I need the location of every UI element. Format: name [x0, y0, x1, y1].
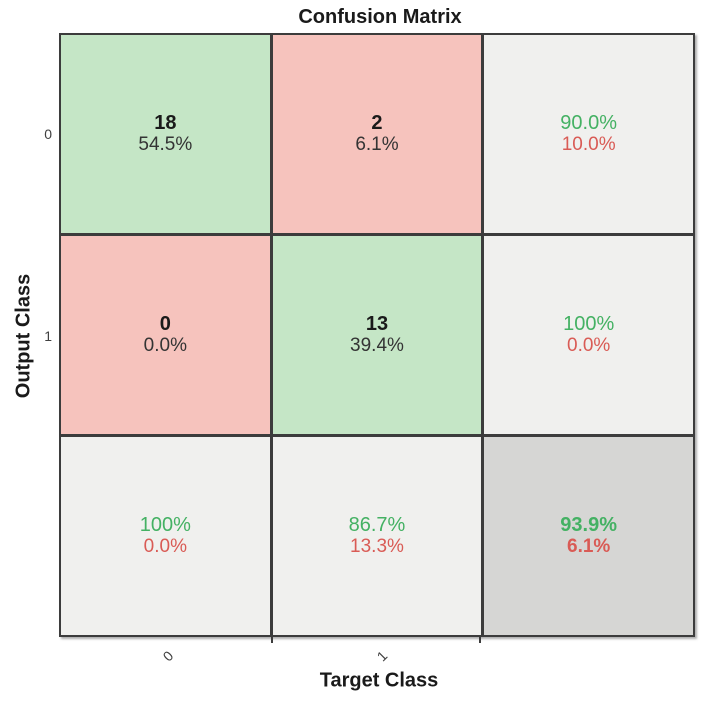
rate-negative: 6.1% [567, 536, 611, 557]
x-tick-0: 0 [159, 647, 177, 665]
rate-positive: 100% [139, 514, 191, 536]
cell-percent: 39.4% [350, 335, 404, 356]
cell-count: 13 [365, 313, 389, 335]
rate-negative: 0.0% [567, 335, 611, 356]
rate-positive: 93.9% [560, 514, 618, 536]
y-axis-label: Output Class [12, 273, 35, 399]
cell-count: 2 [371, 112, 383, 134]
matrix-cell-r2c1-col-summary: 86.7% 13.3% [272, 437, 482, 635]
rate-negative: 10.0% [561, 134, 616, 155]
x-axis-tick [271, 637, 273, 643]
rate-negative: 13.3% [350, 536, 404, 557]
matrix-cell-r1c1: 13 39.4% [272, 236, 482, 434]
cell-percent: 54.5% [138, 134, 193, 155]
cell-percent: 0.0% [143, 335, 187, 356]
y-tick-0: 0 [44, 126, 52, 142]
x-axis-tick [479, 637, 481, 643]
x-tick-1: 1 [373, 647, 391, 665]
matrix-cell-r1c2-row-summary: 100% 0.0% [484, 236, 693, 434]
cell-count: 0 [159, 313, 171, 335]
rate-negative: 0.0% [143, 536, 187, 557]
matrix-cell-r0c2-row-summary: 90.0% 10.0% [484, 35, 693, 233]
matrix-cell-r2c0-col-summary: 100% 0.0% [61, 437, 270, 635]
chart-title: Confusion Matrix [298, 6, 462, 28]
matrix-cell-r1c0: 0 0.0% [61, 236, 270, 434]
cell-percent: 6.1% [355, 134, 399, 155]
matrix-grid: 18 54.5% 2 6.1% 90.0% 10.0% 0 0.0% 13 39… [59, 33, 695, 637]
rate-positive: 86.7% [348, 514, 406, 536]
rate-positive: 90.0% [560, 112, 618, 134]
cell-count: 18 [154, 112, 177, 134]
rate-positive: 100% [563, 313, 615, 335]
x-axis-label: Target Class [319, 669, 439, 692]
matrix-cell-r0c1: 2 6.1% [272, 35, 482, 233]
matrix-cell-r0c0: 18 54.5% [61, 35, 270, 233]
matrix-cell-r2c2-overall-accuracy: 93.9% 6.1% [484, 437, 693, 635]
y-tick-1: 1 [44, 328, 52, 344]
